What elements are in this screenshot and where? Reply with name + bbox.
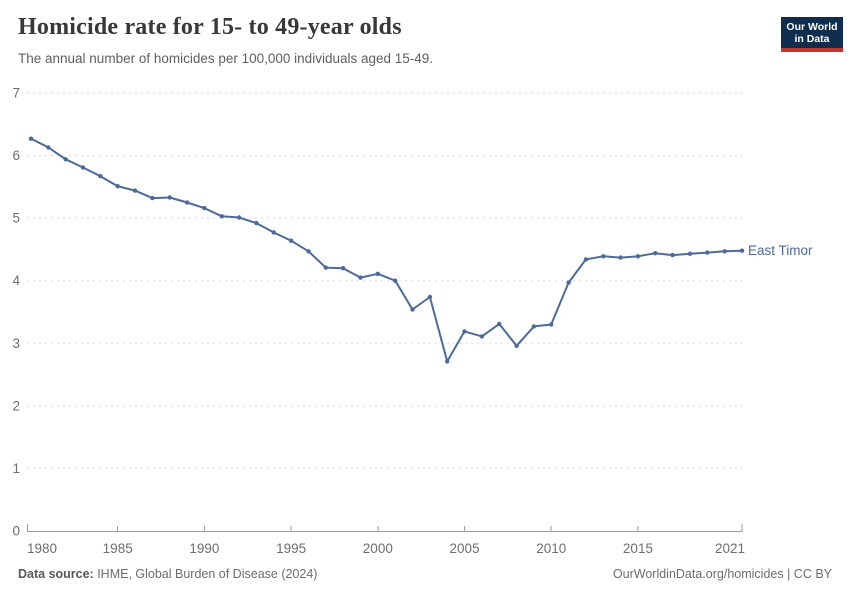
y-tick-label: 6 bbox=[12, 148, 20, 163]
data-point[interactable] bbox=[323, 265, 328, 270]
data-point[interactable] bbox=[514, 343, 519, 348]
data-point[interactable] bbox=[150, 195, 155, 201]
data-point[interactable] bbox=[393, 278, 398, 283]
data-point[interactable] bbox=[497, 321, 502, 327]
data-point[interactable] bbox=[687, 251, 693, 256]
x-tick-label: 1995 bbox=[276, 541, 306, 556]
series-line[interactable] bbox=[30, 137, 743, 363]
data-point[interactable] bbox=[358, 275, 363, 280]
data-point[interactable] bbox=[653, 251, 658, 256]
y-tick-label: 2 bbox=[12, 398, 20, 413]
y-tick-label: 3 bbox=[12, 336, 20, 351]
data-point[interactable] bbox=[254, 220, 259, 226]
data-point[interactable] bbox=[219, 214, 224, 219]
owid-logo[interactable]: Our World in Data bbox=[781, 17, 843, 52]
chart-subtitle: The annual number of homicides per 100,0… bbox=[18, 51, 434, 66]
data-source-text: IHME, Global Burden of Disease (2024) bbox=[93, 567, 318, 581]
data-point[interactable] bbox=[306, 249, 311, 254]
x-tick-label: 1980 bbox=[27, 541, 57, 556]
data-point[interactable] bbox=[410, 307, 415, 312]
data-point[interactable] bbox=[583, 257, 589, 262]
data-point[interactable] bbox=[236, 215, 242, 220]
y-tick-label: 7 bbox=[12, 86, 20, 101]
data-point[interactable] bbox=[63, 157, 68, 162]
x-tick-label: 1990 bbox=[189, 541, 219, 556]
data-source-label: Data source: bbox=[18, 567, 94, 581]
y-tick-label: 4 bbox=[12, 273, 20, 288]
owid-logo-line2: in Data bbox=[794, 33, 830, 45]
data-point[interactable] bbox=[549, 322, 554, 327]
chart-footer: Data source: IHME, Global Burden of Dise… bbox=[18, 566, 832, 582]
data-point[interactable] bbox=[722, 249, 727, 254]
data-point[interactable] bbox=[445, 359, 450, 364]
data-point[interactable] bbox=[80, 165, 86, 170]
x-tick-label: 2010 bbox=[536, 541, 566, 556]
x-tick-label: 2005 bbox=[450, 541, 480, 556]
data-point[interactable] bbox=[98, 174, 103, 179]
data-point[interactable] bbox=[618, 255, 623, 260]
data-point[interactable] bbox=[184, 200, 190, 205]
data-point[interactable] bbox=[479, 334, 485, 339]
data-point[interactable] bbox=[202, 205, 207, 211]
y-tick-label: 5 bbox=[12, 211, 20, 226]
x-tick-label: 2015 bbox=[623, 541, 653, 556]
data-point[interactable] bbox=[28, 136, 34, 141]
data-point[interactable] bbox=[531, 324, 537, 329]
data-point[interactable] bbox=[705, 250, 710, 255]
page-title: Homicide rate for 15- to 49-year olds bbox=[18, 14, 402, 40]
owid-logo-line1: Our World bbox=[786, 21, 838, 33]
data-point[interactable] bbox=[288, 238, 294, 243]
data-point[interactable] bbox=[271, 230, 276, 235]
data-point[interactable] bbox=[46, 145, 51, 150]
y-tick-label: 0 bbox=[12, 524, 20, 539]
data-point[interactable] bbox=[115, 184, 120, 189]
data-point[interactable] bbox=[566, 280, 571, 285]
y-tick-label: 1 bbox=[12, 461, 20, 476]
x-tick-label: 2000 bbox=[363, 541, 393, 556]
data-source: Data source: IHME, Global Burden of Dise… bbox=[18, 566, 317, 582]
data-point[interactable] bbox=[462, 329, 467, 334]
data-point[interactable] bbox=[340, 266, 346, 271]
x-tick-label: 1985 bbox=[103, 541, 133, 556]
x-tick-label: 2021 bbox=[715, 541, 745, 556]
data-point[interactable] bbox=[427, 294, 433, 300]
data-point[interactable] bbox=[739, 248, 745, 253]
data-point[interactable] bbox=[167, 195, 172, 200]
credit-link[interactable]: OurWorldinData.org/homicides | CC BY bbox=[612, 567, 832, 581]
data-point[interactable] bbox=[601, 254, 606, 259]
data-point[interactable] bbox=[375, 271, 380, 276]
data-point[interactable] bbox=[670, 252, 675, 258]
data-point[interactable] bbox=[132, 188, 138, 193]
data-point[interactable] bbox=[635, 254, 641, 259]
entity-label[interactable]: East Timor bbox=[748, 243, 813, 258]
